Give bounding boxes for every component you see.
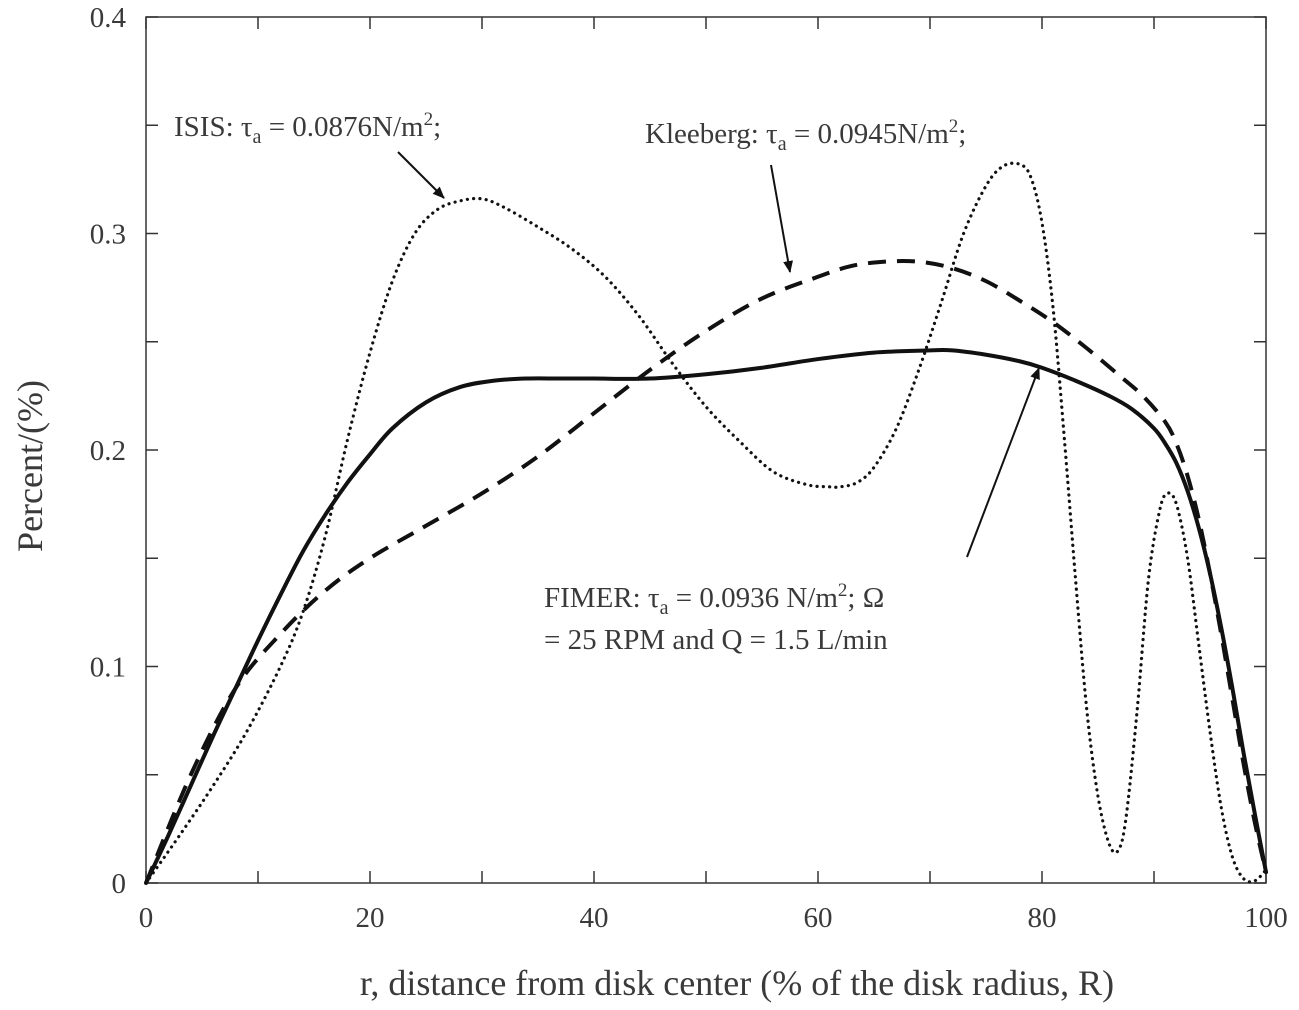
annotation-isis-subscript: a <box>253 126 262 148</box>
annotation-isis-arrow <box>397 151 445 199</box>
annotation-kleeberg-tail: ; <box>958 118 966 150</box>
annotation-fimer-superscript: 2 <box>838 580 848 601</box>
axis-tick-labels: 0 20 40 60 80 100 0 0.1 0.2 0.3 0.4 <box>90 2 1288 934</box>
series-line-fimer <box>144 347 1268 885</box>
annotation-kleeberg-subscript: a <box>778 133 787 155</box>
annotation-isis-suffix: = 0.0876N/m <box>261 111 424 143</box>
annotation-fimer-line2: = 25 RPM and Q = 1.5 L/min <box>544 624 888 656</box>
y-tick-label: 0 <box>112 868 127 900</box>
annotation-kleeberg-superscript: 2 <box>949 116 959 137</box>
annotation-fimer-suffix: = 0.0936 N/m <box>668 582 838 614</box>
annotation-isis-tail: ; <box>433 111 441 143</box>
x-tick-label: 0 <box>139 902 154 934</box>
x-axis-title: r, distance from disk center (% of the d… <box>360 963 1114 1003</box>
annotation-kleeberg-suffix: = 0.0945N/m <box>787 118 950 150</box>
x-tick-label: 80 <box>1028 902 1057 934</box>
y-tick-label: 0.2 <box>90 435 126 467</box>
annotation-fimer-tail: ; Ω <box>847 582 884 614</box>
x-tick-label: 60 <box>804 902 833 934</box>
series-layer <box>144 161 1268 885</box>
y-tick-label: 0.3 <box>90 219 126 251</box>
y-axis-title: Percent/(%) <box>10 380 50 552</box>
x-tick-label: 100 <box>1244 902 1288 934</box>
annotation-fimer-arrow <box>966 367 1040 558</box>
axis-ticks <box>145 16 1267 884</box>
annotation-kleeberg-arrow <box>770 164 793 273</box>
annotation-fimer-prefix: FIMER: τ <box>544 582 660 614</box>
annotation-kleeberg-prefix: Kleeberg: τ <box>645 118 778 150</box>
y-tick-label: 0.4 <box>90 2 127 34</box>
series-line-isis <box>144 161 1268 885</box>
annotation-fimer-subscript: a <box>660 597 669 619</box>
annotation-fimer: FIMER: τa = 0.0936 N/m2; Ω <box>544 580 884 619</box>
x-tick-label: 20 <box>356 902 385 934</box>
annotation-isis-prefix: ISIS: τ <box>174 111 253 143</box>
x-tick-label: 40 <box>580 902 609 934</box>
annotation-isis: ISIS: τa = 0.0876N/m2; <box>174 109 441 148</box>
annotation-kleeberg: Kleeberg: τa = 0.0945N/m2; <box>645 116 966 155</box>
y-tick-label: 0.1 <box>90 652 126 684</box>
annotation-isis-superscript: 2 <box>424 109 434 130</box>
